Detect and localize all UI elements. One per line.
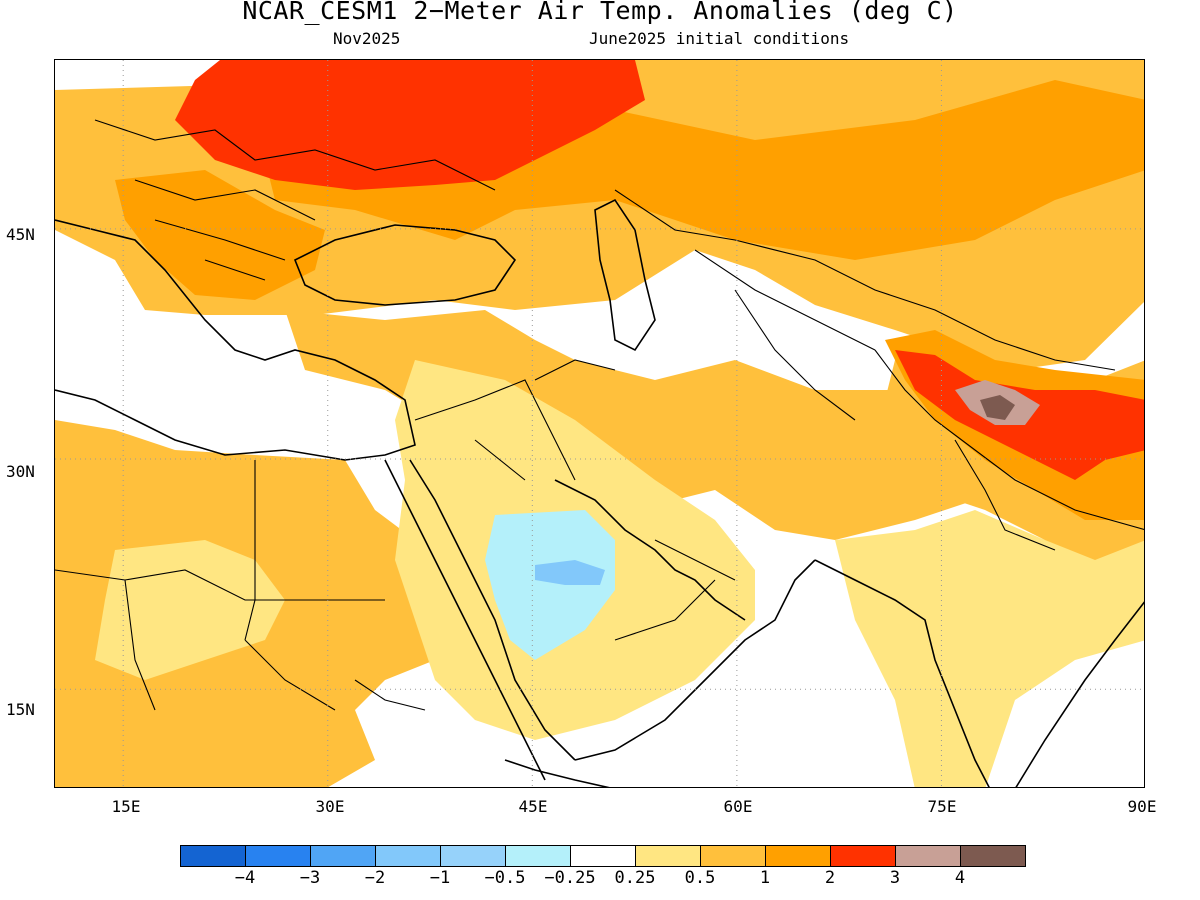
mediterranean-coast <box>55 219 416 461</box>
colorbar-swatch <box>766 846 831 866</box>
anomaly-map-svg <box>55 60 1144 787</box>
lon-label-45e: 45E <box>518 797 548 816</box>
arabian-coast-south <box>574 559 816 761</box>
colorbar-label: −0.25 <box>544 868 596 888</box>
africa-horn-coast <box>504 759 610 787</box>
colorbar-label: 0.5 <box>684 868 716 888</box>
lon-label-60e: 60E <box>723 797 753 816</box>
forecast-month: Nov2025 <box>333 29 401 48</box>
colorbar-label: 2 <box>824 868 836 888</box>
middle-east-borders <box>414 359 736 641</box>
red-sea-east-coast <box>409 459 576 761</box>
colorbar-label: 3 <box>889 868 901 888</box>
persian-gulf-coast <box>554 479 746 621</box>
anomaly-region-russia-1 <box>255 80 1144 260</box>
colorbar-label: 1 <box>759 868 771 888</box>
anomaly-fill-layer <box>55 60 1144 787</box>
asia-borders <box>614 189 1144 551</box>
red-sea-coast <box>384 459 546 781</box>
lon-label-30e: 30E <box>315 797 345 816</box>
lat-label-45n: 45N <box>6 225 35 244</box>
india-west-coast <box>814 559 990 787</box>
black-sea-coast <box>293 224 517 306</box>
colorbar-label: 4 <box>954 868 966 888</box>
colorbar-swatch <box>961 846 1025 866</box>
colorbar-label: −2 <box>364 868 386 888</box>
africa-borders <box>55 460 426 711</box>
anomaly-region-karakoram-4 <box>980 395 1015 420</box>
anomaly-region-sahel-0_25 <box>95 540 285 680</box>
anomaly-region-arabia-neg-0_5 <box>535 560 605 585</box>
colorbar-label: −1 <box>429 868 451 888</box>
colorbar-swatch <box>896 846 961 866</box>
lon-label-15e: 15E <box>111 797 141 816</box>
anomaly-region-eastern-europe-2 <box>175 60 645 190</box>
anomaly-region-balkans-1 <box>115 170 325 300</box>
lat-label-15n: 15N <box>6 700 35 719</box>
colorbar-swatch <box>246 846 311 866</box>
colorbar-swatch <box>441 846 506 866</box>
colorbar-label: −0.5 <box>484 868 526 888</box>
gridline-layer <box>55 60 1144 787</box>
colorbar-swatch <box>376 846 441 866</box>
initial-conditions: June2025 initial conditions <box>589 29 850 48</box>
map-title: NCAR_CESM1 2−Meter Air Temp. Anomalies (… <box>242 0 958 25</box>
colorbar-label: −3 <box>299 868 321 888</box>
colorbar-swatch <box>831 846 896 866</box>
colorbar-swatch <box>636 846 701 866</box>
border-layer <box>55 119 1144 711</box>
lon-label-90e: 90E <box>1127 797 1157 816</box>
colorbar-label: 0.25 <box>614 868 656 888</box>
coastline-layer <box>55 198 1144 787</box>
anomaly-region-india-0_25 <box>835 510 1144 787</box>
europe-borders <box>94 119 496 281</box>
colorbar <box>180 845 1026 867</box>
colorbar-swatch <box>701 846 766 866</box>
anomaly-map <box>54 59 1145 788</box>
caspian-sea-coast <box>594 198 656 352</box>
colorbar-swatch <box>311 846 376 866</box>
colorbar-swatch <box>181 846 246 866</box>
anomaly-region-arabia-neg-0_25 <box>485 510 615 660</box>
lon-label-75e: 75E <box>927 797 957 816</box>
india-east-coast <box>1015 601 1144 787</box>
colorbar-label: −4 <box>234 868 256 888</box>
lat-label-30n: 30N <box>6 462 35 481</box>
colorbar-swatch <box>571 846 636 866</box>
colorbar-swatch <box>506 846 571 866</box>
